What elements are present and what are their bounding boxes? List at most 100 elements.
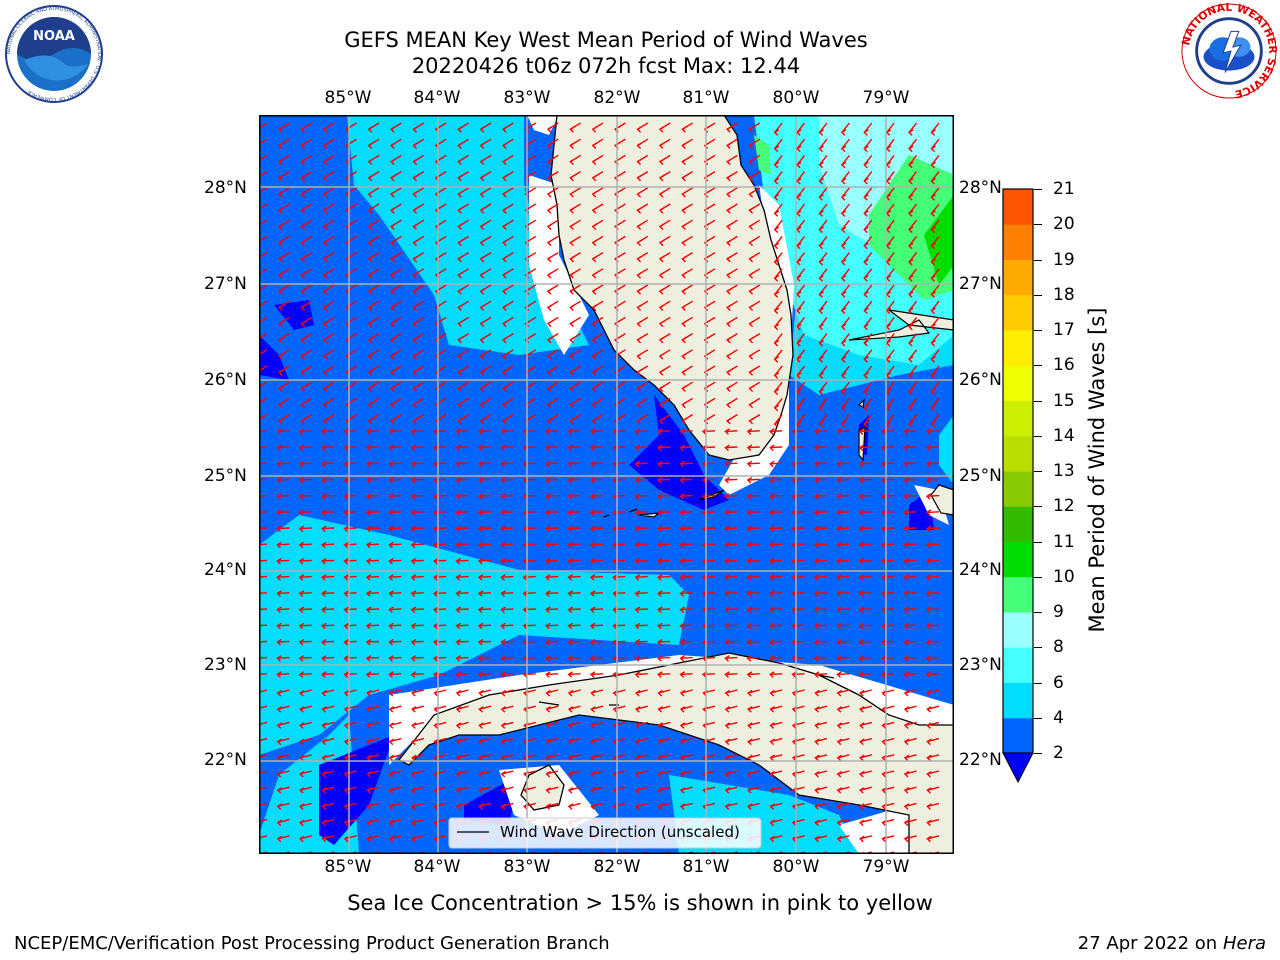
colorbar-tick-label: 14 [1053, 425, 1075, 446]
colorbar-tick-label: 17 [1053, 320, 1075, 340]
colorbar-tick-label: 15 [1053, 390, 1075, 411]
lat-label-left: 25°N [204, 466, 247, 486]
colorbar-cell [1003, 365, 1033, 401]
lat-label-right: 28°N [959, 178, 1002, 198]
colorbar-cell [1003, 471, 1033, 507]
colorbar-tick-mark [1034, 330, 1042, 331]
lat-label-right: 25°N [959, 466, 1002, 486]
colorbar-tick-mark [1034, 365, 1042, 367]
lon-label-top: 85°W [324, 88, 372, 108]
colorbar-tick-label: 13 [1053, 461, 1075, 481]
noaa-logo-icon: NOAA NATIONAL OCEANIC AND ATMOSPHERIC AD… [5, 5, 103, 103]
colorbar-tick-mark [1034, 506, 1042, 508]
lon-label-bottom: 85°W [324, 857, 372, 877]
lat-label-right: 24°N [959, 560, 1002, 580]
contour-4-6s-south [259, 515, 689, 755]
colorbar-tick-label: 12 [1053, 496, 1075, 517]
lat-label-left: 28°N [204, 178, 247, 198]
map-legend: Wind Wave Direction (unscaled) [448, 817, 762, 849]
lat-label-right: 26°N [959, 370, 1002, 390]
contour-4-6s-north [347, 115, 589, 355]
colorbar-cell [1003, 612, 1033, 648]
colorbar-cell [1003, 224, 1033, 260]
lon-label-bottom: 80°W [772, 857, 820, 877]
lon-label-bottom: 79°W [862, 857, 910, 877]
colorbar-cell [1003, 330, 1033, 366]
footer-machine: Hera [1222, 933, 1266, 954]
colorbar-cell [1003, 259, 1033, 296]
colorbar-tick-label: 4 [1053, 707, 1064, 728]
colorbar-cell [1003, 647, 1033, 683]
contour-10-11s [924, 195, 954, 285]
lon-label-bottom: 83°W [503, 857, 551, 877]
colorbar-tick-mark [1034, 647, 1042, 649]
florida-keys [603, 489, 725, 518]
lat-label-left: 23°N [204, 655, 247, 675]
colorbar-tick-mark [1034, 189, 1042, 190]
colorbar-tick-label: 10 [1053, 566, 1075, 587]
colorbar-tick-label: 16 [1053, 355, 1075, 376]
lon-label-top: 79°W [862, 88, 910, 108]
colorbar-tick-mark [1034, 294, 1042, 296]
legend-label: Wind Wave Direction (unscaled) [500, 823, 740, 841]
colorbar-tick-mark [1034, 717, 1042, 719]
colorbar-tick-mark [1034, 576, 1042, 578]
colorbar-cell [1003, 189, 1033, 225]
lat-label-left: 24°N [204, 560, 247, 580]
colorbar-tick-mark [1034, 224, 1042, 226]
colorbar-cell [1003, 400, 1033, 437]
colorbar-tick-label: 20 [1053, 214, 1075, 235]
contour-under-2s-b [259, 335, 289, 380]
lon-label-top: 82°W [593, 88, 641, 108]
lat-label-right: 23°N [959, 655, 1002, 675]
colorbar-cell [1003, 541, 1033, 578]
colorbar-cell [1003, 506, 1033, 542]
lon-label-bottom: 84°W [413, 857, 461, 877]
lon-label-top: 81°W [682, 88, 730, 108]
colorbar-cell [1003, 682, 1033, 719]
colorbar-under-extend [1002, 752, 1034, 784]
lat-label-left: 22°N [204, 750, 247, 770]
footer-date: 27 Apr 2022 on Hera [1078, 933, 1266, 954]
cuba-landmass [398, 652, 954, 854]
wave-period-map: Wind Wave Direction (unscaled) [259, 115, 954, 854]
contour-9-10s-coast [754, 135, 771, 175]
graticule [259, 115, 954, 854]
map-title: GEFS MEAN Key West Mean Period of Wind W… [344, 28, 868, 52]
colorbar-cell [1003, 435, 1033, 472]
lat-label-left: 26°N [204, 370, 247, 390]
noaa-logo-text: NOAA [33, 29, 75, 44]
lon-label-top: 84°W [413, 88, 461, 108]
colorbar-tick-mark [1034, 435, 1042, 437]
colorbar-cell [1003, 294, 1033, 331]
colorbar [1002, 188, 1034, 784]
colorbar-tick-mark [1034, 400, 1042, 402]
isla-de-la-juventud [520, 764, 565, 811]
lat-label-left: 27°N [204, 274, 247, 294]
map-subtitle: 20220426 t06z 072h fcst Max: 12.44 [411, 54, 801, 78]
andros-island [930, 484, 954, 516]
footer-credit: NCEP/EMC/Verification Post Processing Pr… [14, 933, 610, 954]
florida-landmass [550, 115, 794, 461]
nws-logo-icon: NATIONAL WEATHER SERVICE [1180, 2, 1278, 100]
lat-label-right: 27°N [959, 274, 1002, 294]
colorbar-tick-label: 2 [1053, 743, 1064, 763]
colorbar-tick-mark [1034, 259, 1042, 261]
colorbar-tick-label: 6 [1053, 672, 1064, 693]
contour-4-6s-bahamas [939, 415, 954, 485]
lon-label-top: 83°W [503, 88, 551, 108]
colorbar-tick-mark [1034, 753, 1042, 754]
sea-ice-note: Sea Ice Concentration > 15% is shown in … [347, 891, 933, 915]
colorbar-tick-label: 8 [1053, 637, 1064, 658]
bahamas-islands [848, 309, 954, 462]
colorbar-tick-label: 21 [1053, 179, 1075, 199]
lon-label-bottom: 81°W [682, 857, 730, 877]
colorbar-tick-mark [1034, 682, 1042, 684]
colorbar-cell [1003, 576, 1033, 613]
contour-under-2s-cuba-west [319, 735, 394, 845]
colorbar-tick-label: 11 [1053, 531, 1075, 552]
colorbar-tick-label: 19 [1053, 249, 1075, 270]
colorbar-tick-label: 9 [1053, 602, 1064, 622]
colorbar-tick-label: 18 [1053, 284, 1075, 305]
colorbar-label: Mean Period of Wind Waves [s] [1085, 307, 1109, 633]
